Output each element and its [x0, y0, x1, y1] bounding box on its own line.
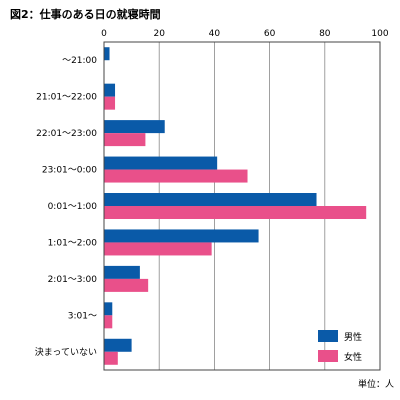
bar-female	[104, 206, 367, 219]
bar-male	[104, 229, 259, 243]
category-labels: 〜21:00 21:01〜22:00 22:01〜23:00 23:01〜0:00 0:…	[35, 56, 97, 358]
bar-male	[104, 302, 113, 316]
bar-female	[104, 242, 212, 256]
plot-frame	[103, 41, 381, 371]
category-label: 決まっていない	[35, 346, 97, 358]
x-tick-label: 80	[319, 29, 331, 39]
bar-male	[104, 156, 218, 170]
bars	[104, 47, 367, 365]
chart-title: 図2：仕事のある日の就寝時間	[10, 7, 161, 21]
category-label: 22:01〜23:00	[36, 129, 97, 139]
category-label: 23:01〜0:00	[42, 166, 97, 176]
bar-male	[104, 120, 165, 134]
x-tick-label: 100	[371, 29, 388, 39]
bar-female	[104, 96, 116, 110]
category-label: 1:01〜2:00	[48, 238, 98, 248]
category-label: 0:01〜1:00	[48, 202, 98, 212]
category-label: 21:01〜22:00	[36, 93, 97, 103]
category-label: 2:01〜3:00	[48, 275, 98, 285]
x-tick-label: 60	[264, 29, 276, 39]
bar-female	[104, 278, 149, 292]
category-label: 3:01〜	[68, 311, 97, 321]
bar-male	[104, 47, 110, 61]
bar-female	[104, 169, 248, 183]
legend-swatch	[318, 330, 338, 342]
x-tick-labels: 0 20 40 60 80 100	[101, 29, 389, 39]
legend-label: 女性	[344, 351, 362, 363]
bar-female	[104, 351, 118, 365]
x-tick-label: 40	[209, 29, 221, 39]
bar-male	[104, 193, 317, 206]
bar-male	[104, 338, 132, 352]
x-tick-label: 20	[153, 29, 165, 39]
unit-label: 単位：人	[358, 378, 394, 390]
bar-male	[104, 265, 140, 279]
bar-female	[104, 315, 113, 329]
bar-female	[104, 133, 146, 147]
legend-label: 男性	[344, 331, 362, 343]
category-label: 〜21:00	[62, 56, 97, 66]
bar-male	[104, 83, 116, 97]
legend-swatch	[318, 350, 338, 362]
x-tick-label: 0	[101, 29, 107, 39]
